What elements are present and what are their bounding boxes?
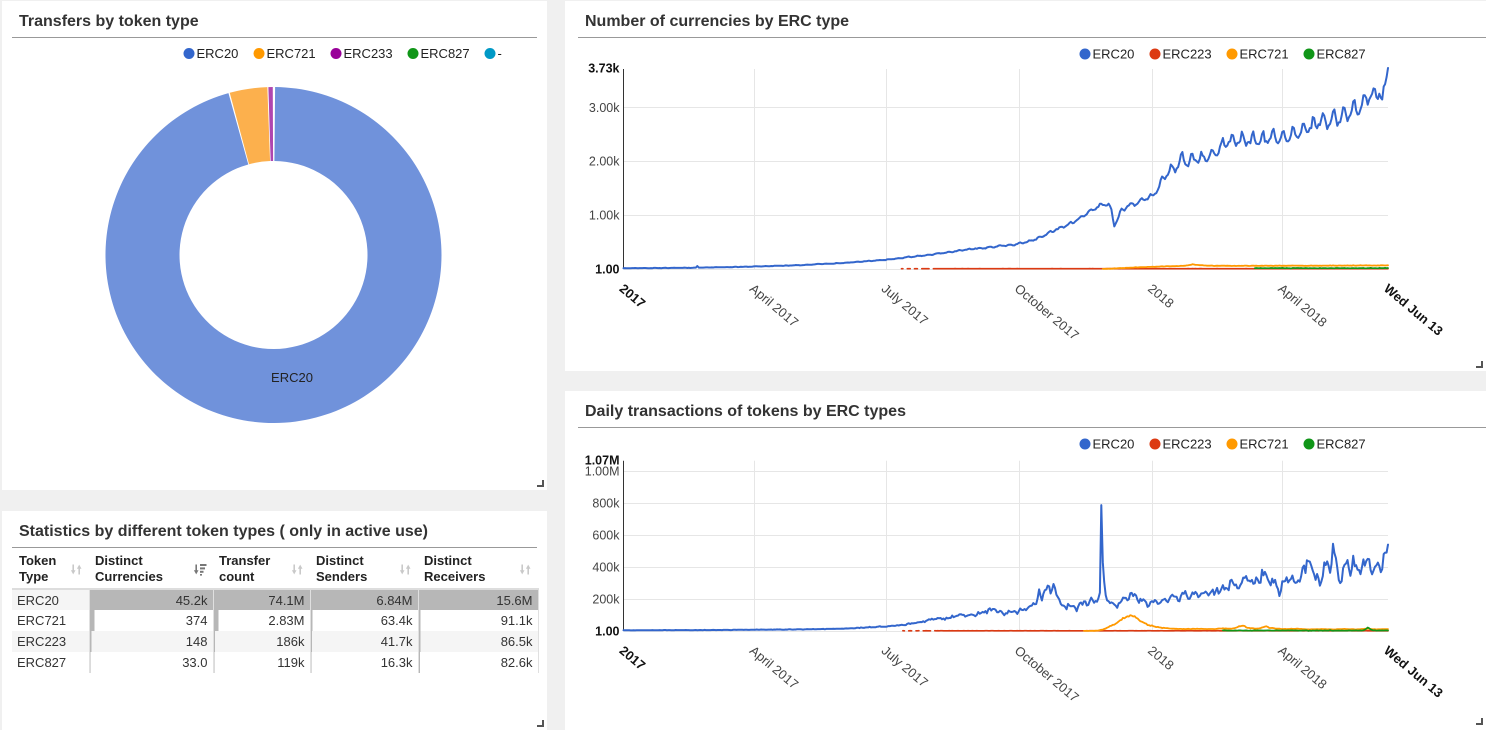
svg-text:3.73k: 3.73k bbox=[588, 62, 619, 76]
svg-text:ERC721: ERC721 bbox=[267, 46, 316, 61]
svg-text:2018: 2018 bbox=[1145, 643, 1177, 673]
svg-text:April 2018: April 2018 bbox=[1275, 281, 1329, 330]
svg-text:April 2018: April 2018 bbox=[1275, 643, 1329, 692]
svg-text:ERC20: ERC20 bbox=[197, 46, 239, 61]
svg-text:1.00: 1.00 bbox=[595, 263, 619, 277]
svg-text:April 2017: April 2017 bbox=[747, 643, 801, 692]
svg-text:1.07M: 1.07M bbox=[585, 453, 620, 467]
svg-text:2018: 2018 bbox=[1145, 281, 1177, 311]
svg-text:ERC827: ERC827 bbox=[1317, 437, 1366, 452]
svg-text:April 2017: April 2017 bbox=[747, 281, 801, 330]
svg-text:2017: 2017 bbox=[617, 643, 649, 673]
svg-text:ERC20: ERC20 bbox=[1093, 47, 1135, 62]
svg-text:-: - bbox=[498, 46, 502, 61]
svg-text:October 2017: October 2017 bbox=[1012, 281, 1082, 343]
svg-text:ERC223: ERC223 bbox=[1163, 47, 1212, 62]
svg-text:3.00k: 3.00k bbox=[589, 101, 620, 115]
svg-text:1.00k: 1.00k bbox=[589, 209, 620, 223]
svg-text:ERC223: ERC223 bbox=[1163, 437, 1212, 452]
svg-text:ERC20: ERC20 bbox=[1093, 437, 1135, 452]
svg-text:October 2017: October 2017 bbox=[1012, 643, 1082, 705]
svg-text:2.00k: 2.00k bbox=[589, 155, 620, 169]
svg-text:ERC233: ERC233 bbox=[344, 46, 393, 61]
svg-text:400k: 400k bbox=[592, 561, 620, 575]
svg-text:2017: 2017 bbox=[617, 281, 649, 311]
svg-text:200k: 200k bbox=[592, 593, 620, 607]
svg-text:800k: 800k bbox=[592, 497, 620, 511]
svg-text:1.00M: 1.00M bbox=[585, 465, 620, 479]
svg-text:ERC721: ERC721 bbox=[1240, 47, 1289, 62]
svg-text:ERC20: ERC20 bbox=[271, 370, 313, 385]
svg-text:ERC827: ERC827 bbox=[1317, 47, 1366, 62]
svg-text:Wed Jun 13: Wed Jun 13 bbox=[1381, 643, 1446, 701]
svg-text:1.00: 1.00 bbox=[595, 625, 619, 639]
svg-text:July 2017: July 2017 bbox=[879, 643, 931, 690]
svg-text:ERC721: ERC721 bbox=[1240, 437, 1289, 452]
svg-text:July 2017: July 2017 bbox=[879, 281, 931, 328]
svg-text:600k: 600k bbox=[592, 529, 620, 543]
svg-text:ERC827: ERC827 bbox=[421, 46, 470, 61]
svg-text:Wed Jun 13: Wed Jun 13 bbox=[1381, 281, 1446, 339]
